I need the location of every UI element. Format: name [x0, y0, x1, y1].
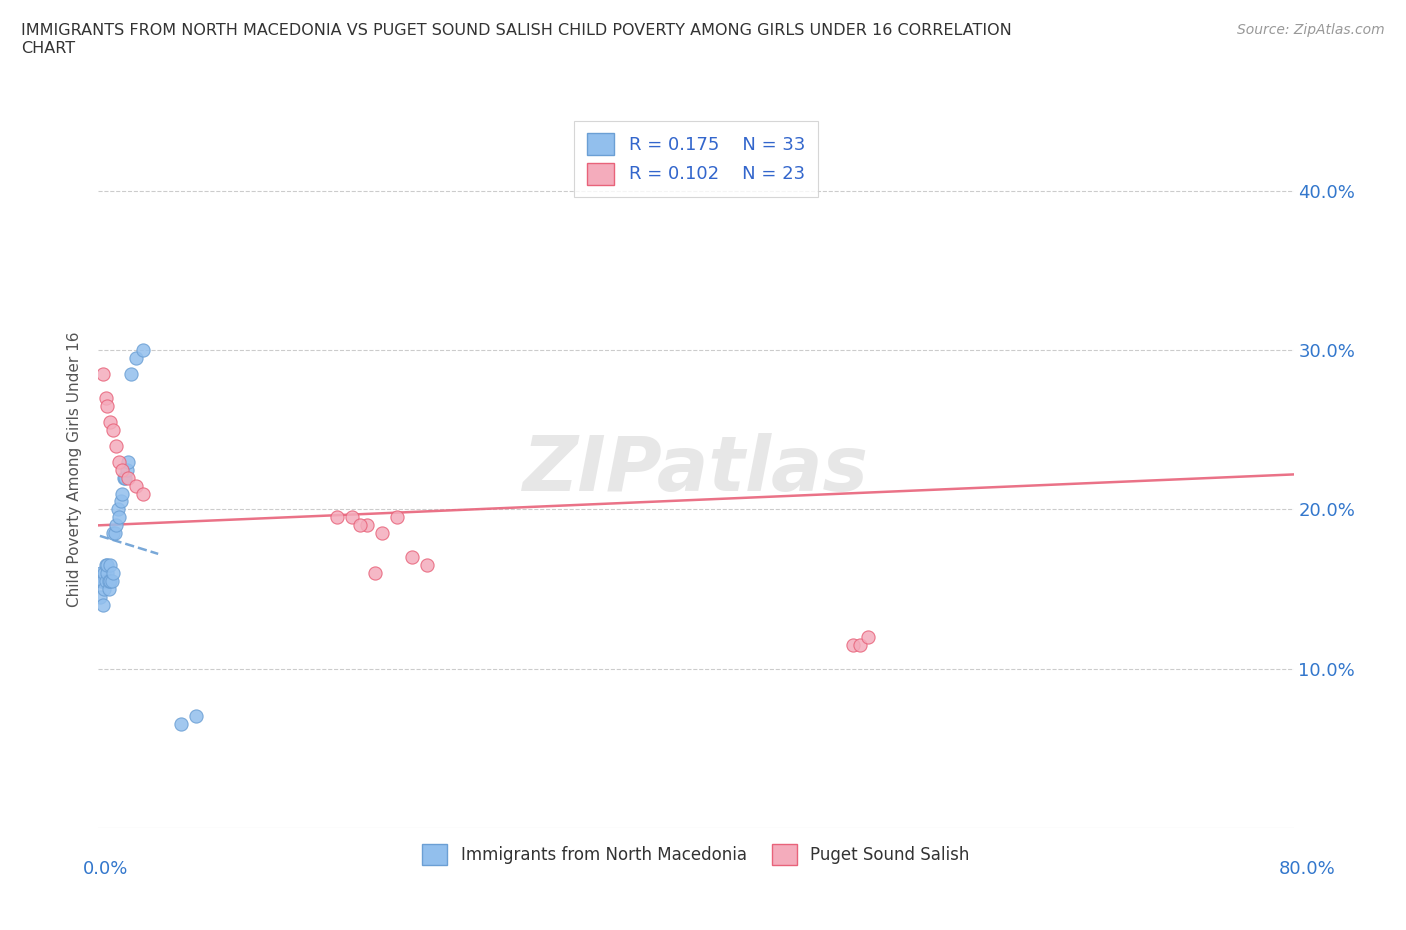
- Point: [349, 518, 371, 533]
- Y-axis label: Child Poverty Among Girls Under 16: Child Poverty Among Girls Under 16: [67, 332, 83, 607]
- Point: [120, 366, 142, 381]
- Legend: Immigrants from North Macedonia, Puget Sound Salish: Immigrants from North Macedonia, Puget S…: [415, 836, 977, 873]
- Point: [96, 565, 118, 580]
- Point: [103, 565, 125, 580]
- Point: [110, 494, 132, 509]
- Point: [107, 502, 129, 517]
- Text: Source: ZipAtlas.com: Source: ZipAtlas.com: [1237, 23, 1385, 37]
- Point: [89, 590, 111, 604]
- Point: [93, 565, 115, 580]
- Point: [90, 574, 112, 589]
- Point: [356, 518, 378, 533]
- Point: [104, 525, 127, 540]
- Point: [326, 510, 349, 525]
- Point: [371, 525, 394, 540]
- Point: [94, 574, 117, 589]
- Point: [94, 558, 117, 573]
- Point: [97, 574, 120, 589]
- Point: [125, 478, 148, 493]
- Point: [114, 471, 136, 485]
- Point: [112, 471, 135, 485]
- Point: [115, 462, 138, 477]
- Point: [401, 550, 423, 565]
- Point: [91, 366, 114, 381]
- Point: [105, 438, 128, 453]
- Point: [416, 558, 439, 573]
- Point: [842, 637, 865, 652]
- Point: [97, 581, 120, 596]
- Point: [103, 422, 125, 437]
- Point: [132, 486, 155, 501]
- Point: [93, 581, 115, 596]
- Point: [364, 565, 387, 580]
- Point: [91, 574, 114, 589]
- Point: [849, 637, 872, 652]
- Text: IMMIGRANTS FROM NORTH MACEDONIA VS PUGET SOUND SALISH CHILD POVERTY AMONG GIRLS : IMMIGRANTS FROM NORTH MACEDONIA VS PUGET…: [21, 23, 1012, 56]
- Point: [169, 717, 191, 732]
- Point: [342, 510, 364, 525]
- Point: [184, 709, 207, 724]
- Text: ZIPatlas: ZIPatlas: [523, 432, 869, 507]
- Point: [91, 597, 114, 612]
- Point: [111, 486, 134, 501]
- Point: [117, 454, 139, 469]
- Point: [98, 415, 122, 430]
- Point: [101, 574, 124, 589]
- Point: [108, 510, 131, 525]
- Point: [96, 558, 118, 573]
- Point: [103, 525, 125, 540]
- Point: [132, 343, 155, 358]
- Point: [856, 630, 879, 644]
- Point: [98, 574, 122, 589]
- Point: [108, 454, 131, 469]
- Point: [385, 510, 409, 525]
- Point: [96, 399, 118, 414]
- Point: [98, 558, 122, 573]
- Text: 0.0%: 0.0%: [83, 860, 128, 878]
- Point: [105, 518, 128, 533]
- Text: 80.0%: 80.0%: [1279, 860, 1336, 878]
- Point: [111, 462, 134, 477]
- Point: [125, 351, 148, 365]
- Point: [94, 391, 117, 405]
- Point: [90, 565, 112, 580]
- Point: [117, 471, 139, 485]
